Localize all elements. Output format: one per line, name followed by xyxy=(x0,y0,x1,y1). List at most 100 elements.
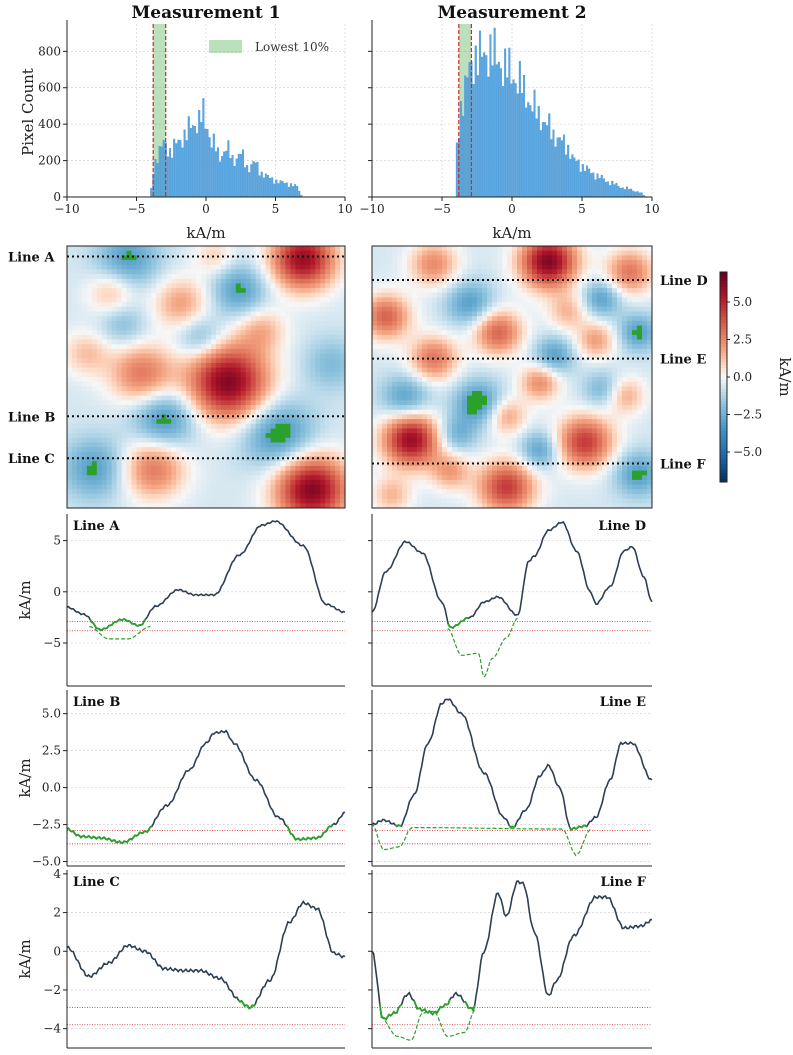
map-cell xyxy=(320,274,326,280)
map-cell xyxy=(607,311,613,317)
map-cell xyxy=(235,475,242,481)
map-cell xyxy=(275,250,281,256)
map-cell xyxy=(562,316,568,322)
histogram-bar xyxy=(514,83,517,198)
map-cell xyxy=(280,475,286,481)
map-cell xyxy=(96,400,103,406)
map-cell xyxy=(300,306,306,312)
map-cell xyxy=(442,372,448,378)
map-cell xyxy=(512,278,518,284)
map-cell xyxy=(290,428,296,434)
map-cell xyxy=(166,395,172,401)
map-cell xyxy=(191,465,197,471)
map-cell xyxy=(81,470,88,476)
map-cell xyxy=(432,353,438,359)
x-tick-label: 0 xyxy=(202,202,210,216)
map-cell xyxy=(280,325,286,331)
map-cell xyxy=(106,475,113,481)
map-cell xyxy=(270,442,276,448)
map-cell xyxy=(136,451,142,457)
map-cell xyxy=(330,377,336,383)
map-cell xyxy=(101,260,108,266)
map-cell xyxy=(637,362,643,369)
y-tick-label: 600 xyxy=(38,81,61,95)
map-cell xyxy=(210,423,217,429)
map-cell xyxy=(121,316,127,322)
map-cell xyxy=(111,372,118,378)
map-cell xyxy=(602,330,608,336)
map-cell xyxy=(527,367,533,373)
map-cell xyxy=(422,348,428,355)
map-cell xyxy=(235,447,242,453)
map-cell xyxy=(537,372,543,378)
map-cell xyxy=(452,348,458,355)
map-cell xyxy=(567,246,573,252)
map-cell xyxy=(377,362,383,369)
map-cell xyxy=(81,409,88,415)
map-cell xyxy=(245,442,252,448)
map-cell xyxy=(230,344,237,350)
map-cell xyxy=(250,461,257,467)
map-cell xyxy=(260,479,266,486)
map-cell xyxy=(300,302,306,308)
map-cell xyxy=(582,367,588,373)
map-cell xyxy=(372,344,378,350)
map-cell xyxy=(250,447,257,453)
map-cell xyxy=(71,470,78,476)
map-cell xyxy=(245,475,252,481)
map-cell xyxy=(181,409,187,415)
map-cell xyxy=(121,400,127,406)
map-cell xyxy=(562,362,568,369)
map-cell xyxy=(582,246,588,252)
map-cell xyxy=(637,344,643,350)
map-cell xyxy=(186,250,192,256)
map-cell xyxy=(497,320,503,326)
map-cell xyxy=(131,409,137,415)
map-cell xyxy=(290,250,296,256)
map-cell xyxy=(442,302,448,308)
map-cell xyxy=(86,428,93,434)
map-cell xyxy=(250,451,257,457)
map-cell xyxy=(166,348,172,355)
map-cell xyxy=(146,414,152,420)
map-cell xyxy=(186,344,192,350)
map-cell xyxy=(275,316,281,322)
map-cell xyxy=(86,288,93,294)
map-cell xyxy=(552,283,558,289)
map-cell xyxy=(340,419,346,425)
map-cell xyxy=(76,489,83,495)
map-cell xyxy=(255,292,261,298)
map-cell xyxy=(96,246,103,252)
map-cell xyxy=(111,437,118,443)
map-cell xyxy=(186,428,192,434)
map-cell xyxy=(447,255,453,261)
map-cell xyxy=(230,353,237,359)
map-cell xyxy=(86,498,93,504)
map-cell xyxy=(572,325,578,331)
map-cell xyxy=(91,381,98,387)
map-cell xyxy=(265,320,271,326)
map-cell xyxy=(146,377,152,383)
map-cell xyxy=(397,283,403,289)
map-cell xyxy=(442,311,448,317)
map-cell xyxy=(210,292,217,298)
map-cell xyxy=(300,372,306,378)
map-cell xyxy=(181,274,187,280)
map-cell xyxy=(151,493,157,500)
map-cell xyxy=(290,451,296,457)
map-cell xyxy=(166,353,172,359)
map-cell xyxy=(121,437,127,443)
map-cell xyxy=(161,465,167,471)
map-cell xyxy=(497,250,503,256)
map-cell xyxy=(437,306,443,312)
map-cell xyxy=(240,311,247,317)
map-cell xyxy=(442,353,448,359)
map-cell xyxy=(557,288,563,294)
map-cell xyxy=(111,405,118,411)
map-cell xyxy=(607,278,613,284)
map-cell xyxy=(146,475,152,481)
map-cell xyxy=(260,269,266,275)
map-cell xyxy=(240,358,247,364)
map-cell xyxy=(96,320,103,326)
map-cell xyxy=(171,358,177,364)
